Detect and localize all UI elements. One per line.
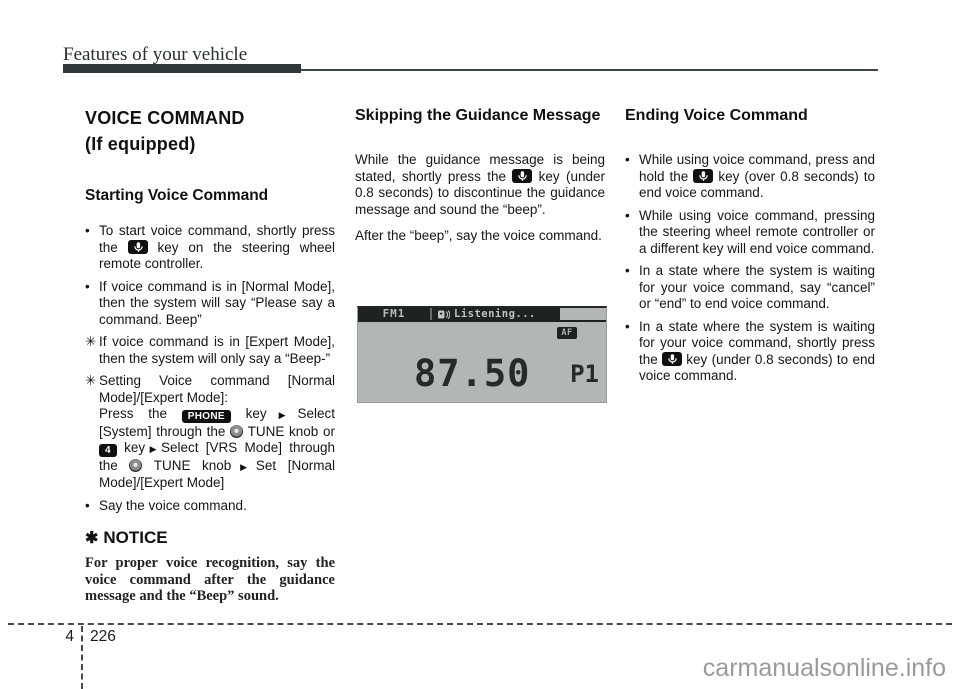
text-run: Say the voice command.	[99, 497, 247, 513]
column-skipping-guidance: Skipping the Guidance Message While the g…	[355, 105, 605, 255]
page-number: 226	[90, 628, 116, 645]
ending-voice-command-heading-text: Ending Voice Command	[625, 107, 808, 124]
text-run: TUNE knob or	[243, 423, 335, 439]
ending-bullet-3: • In a state where the system is waiting …	[625, 263, 875, 313]
speaking-person-icon	[438, 309, 450, 319]
ending-bullet-1: • While using voice command, press and ho…	[625, 152, 875, 202]
text-run: While using voice command, press and hol…	[639, 152, 875, 184]
list-marker: •	[625, 263, 630, 278]
notice-body: For proper voice recognition, say the vo…	[85, 555, 335, 605]
topbar-divider	[430, 308, 432, 320]
starting-voice-command-heading: Starting Voice Command	[85, 186, 335, 206]
radio-display-figure: FM1 Listening... AF 87.50 P1	[357, 306, 607, 403]
voice-mic-key-icon	[512, 168, 533, 183]
listening-segment: Listening...	[432, 308, 560, 320]
column-ending-voice-command: Ending Voice Command • While using voice c…	[625, 105, 875, 391]
step-arrow-icon: ▶	[146, 444, 160, 454]
af-badge: AF	[557, 327, 577, 339]
text-run: Press the	[99, 406, 182, 421]
radio-band-label: FM1	[358, 308, 430, 320]
start-bullet-3: • Say the voice command.	[85, 498, 335, 515]
step-arrow-icon: ▶	[232, 461, 255, 472]
text-run: Select [System] through the	[99, 406, 336, 439]
radio-status-text: Listening...	[454, 308, 536, 320]
phone-key-badge: PHONE	[181, 410, 231, 423]
radio-display-topbar: FM1 Listening...	[358, 308, 606, 322]
text-run: key	[116, 440, 146, 455]
notice-heading: ✱ NOTICE	[85, 528, 335, 548]
text-run: In a state where the system is waiting f…	[639, 318, 875, 367]
preset-value: P1	[570, 360, 599, 388]
text-run: If voice command is in [Normal Mode], th…	[99, 278, 335, 327]
column-voice-command: VOICE COMMAND (If equipped) Starting Voic…	[85, 105, 335, 605]
step-arrow-icon: ▶	[267, 410, 297, 420]
voice-mic-key-icon	[127, 239, 148, 254]
ending-bullet-4: • In a state where the system is waiting …	[625, 319, 875, 385]
page-header-title: Features of your vehicle	[63, 44, 248, 65]
tune-knob-icon	[129, 458, 143, 472]
text-run: Setting Voice command [Normal Mode]/[Exp…	[99, 373, 335, 405]
text-run: key (under 0.8 seconds) to end voice com…	[639, 351, 875, 384]
list-marker: •	[625, 318, 630, 334]
header-rule-thick	[63, 64, 301, 73]
skipping-para-1: While the guidance message is being stat…	[355, 152, 605, 218]
text-run: key (over 0.8 seconds) to end voice comm…	[639, 168, 875, 201]
list-marker: •	[625, 207, 630, 223]
text-run: Set [Normal Mode]/[Expert Mode]	[99, 457, 336, 491]
list-marker: •	[85, 278, 90, 294]
voice-command-title-text: VOICE COMMAND (If equipped)	[85, 108, 245, 154]
list-marker: •	[85, 497, 90, 513]
text-run: Select [VRS Mode] through the	[99, 440, 335, 473]
setting-voice-command-note: ✳ Setting Voice command [Normal Mode]/[Ex…	[85, 373, 335, 492]
footer-dashed-divider	[81, 626, 83, 689]
ending-voice-command-heading: Ending Voice Command	[625, 105, 875, 126]
skipping-guidance-heading: Skipping the Guidance Message	[355, 105, 605, 126]
list-marker: •	[625, 152, 630, 167]
list-marker: ✳	[85, 373, 97, 388]
header-rule-thin	[63, 69, 878, 71]
voice-mic-key-icon	[662, 351, 683, 366]
footer-dashed-rule	[8, 623, 952, 625]
text-run: While the guidance message is being stat…	[355, 152, 605, 184]
start-bullet-2: • If voice command is in [Normal Mode], t…	[85, 279, 335, 329]
text-run: TUNE knob	[142, 457, 232, 473]
voice-command-title: VOICE COMMAND (If equipped)	[85, 105, 335, 157]
expert-mode-note: ✳ If voice command is in [Expert Mode], t…	[85, 334, 335, 367]
frequency-value: 87.50	[414, 352, 531, 395]
list-marker: •	[85, 223, 90, 238]
skipping-guidance-heading-text: Skipping the Guidance Message	[355, 107, 601, 124]
skipping-para-2: After the “beep”, say the voice command.	[355, 228, 605, 245]
starting-voice-command-heading-text: Starting Voice Command	[85, 187, 269, 204]
tune-knob-icon	[230, 424, 244, 438]
text-run: While using voice command, pressing the …	[639, 207, 875, 256]
ending-bullet-2: • While using voice command, pressing the…	[625, 208, 875, 258]
text-run: For proper voice recognition, say the vo…	[85, 555, 335, 604]
watermark-text: carmanualsonline.info	[702, 654, 946, 682]
text-run: key (under 0.8 seconds) to discontinue t…	[355, 168, 605, 217]
text-run: If voice command is in [Expert Mode], th…	[99, 334, 335, 366]
list-marker: ✳	[85, 334, 97, 349]
start-bullet-1: • To start voice command, shortly press t…	[85, 223, 335, 273]
number-4-key-badge: 4	[99, 444, 117, 457]
text-run: To start voice command, shortly press th…	[99, 223, 335, 255]
notice-heading-text: NOTICE	[103, 528, 168, 547]
text-run: key	[230, 406, 267, 421]
voice-mic-key-icon	[693, 168, 714, 183]
list-marker: ✱	[85, 530, 99, 547]
text-run: key on the steering wheel remote control…	[99, 239, 335, 272]
text-run: In a state where the system is waiting f…	[639, 263, 875, 311]
text-run: After the “beep”, say the voice command.	[355, 228, 602, 243]
chapter-number: 4	[65, 628, 74, 645]
